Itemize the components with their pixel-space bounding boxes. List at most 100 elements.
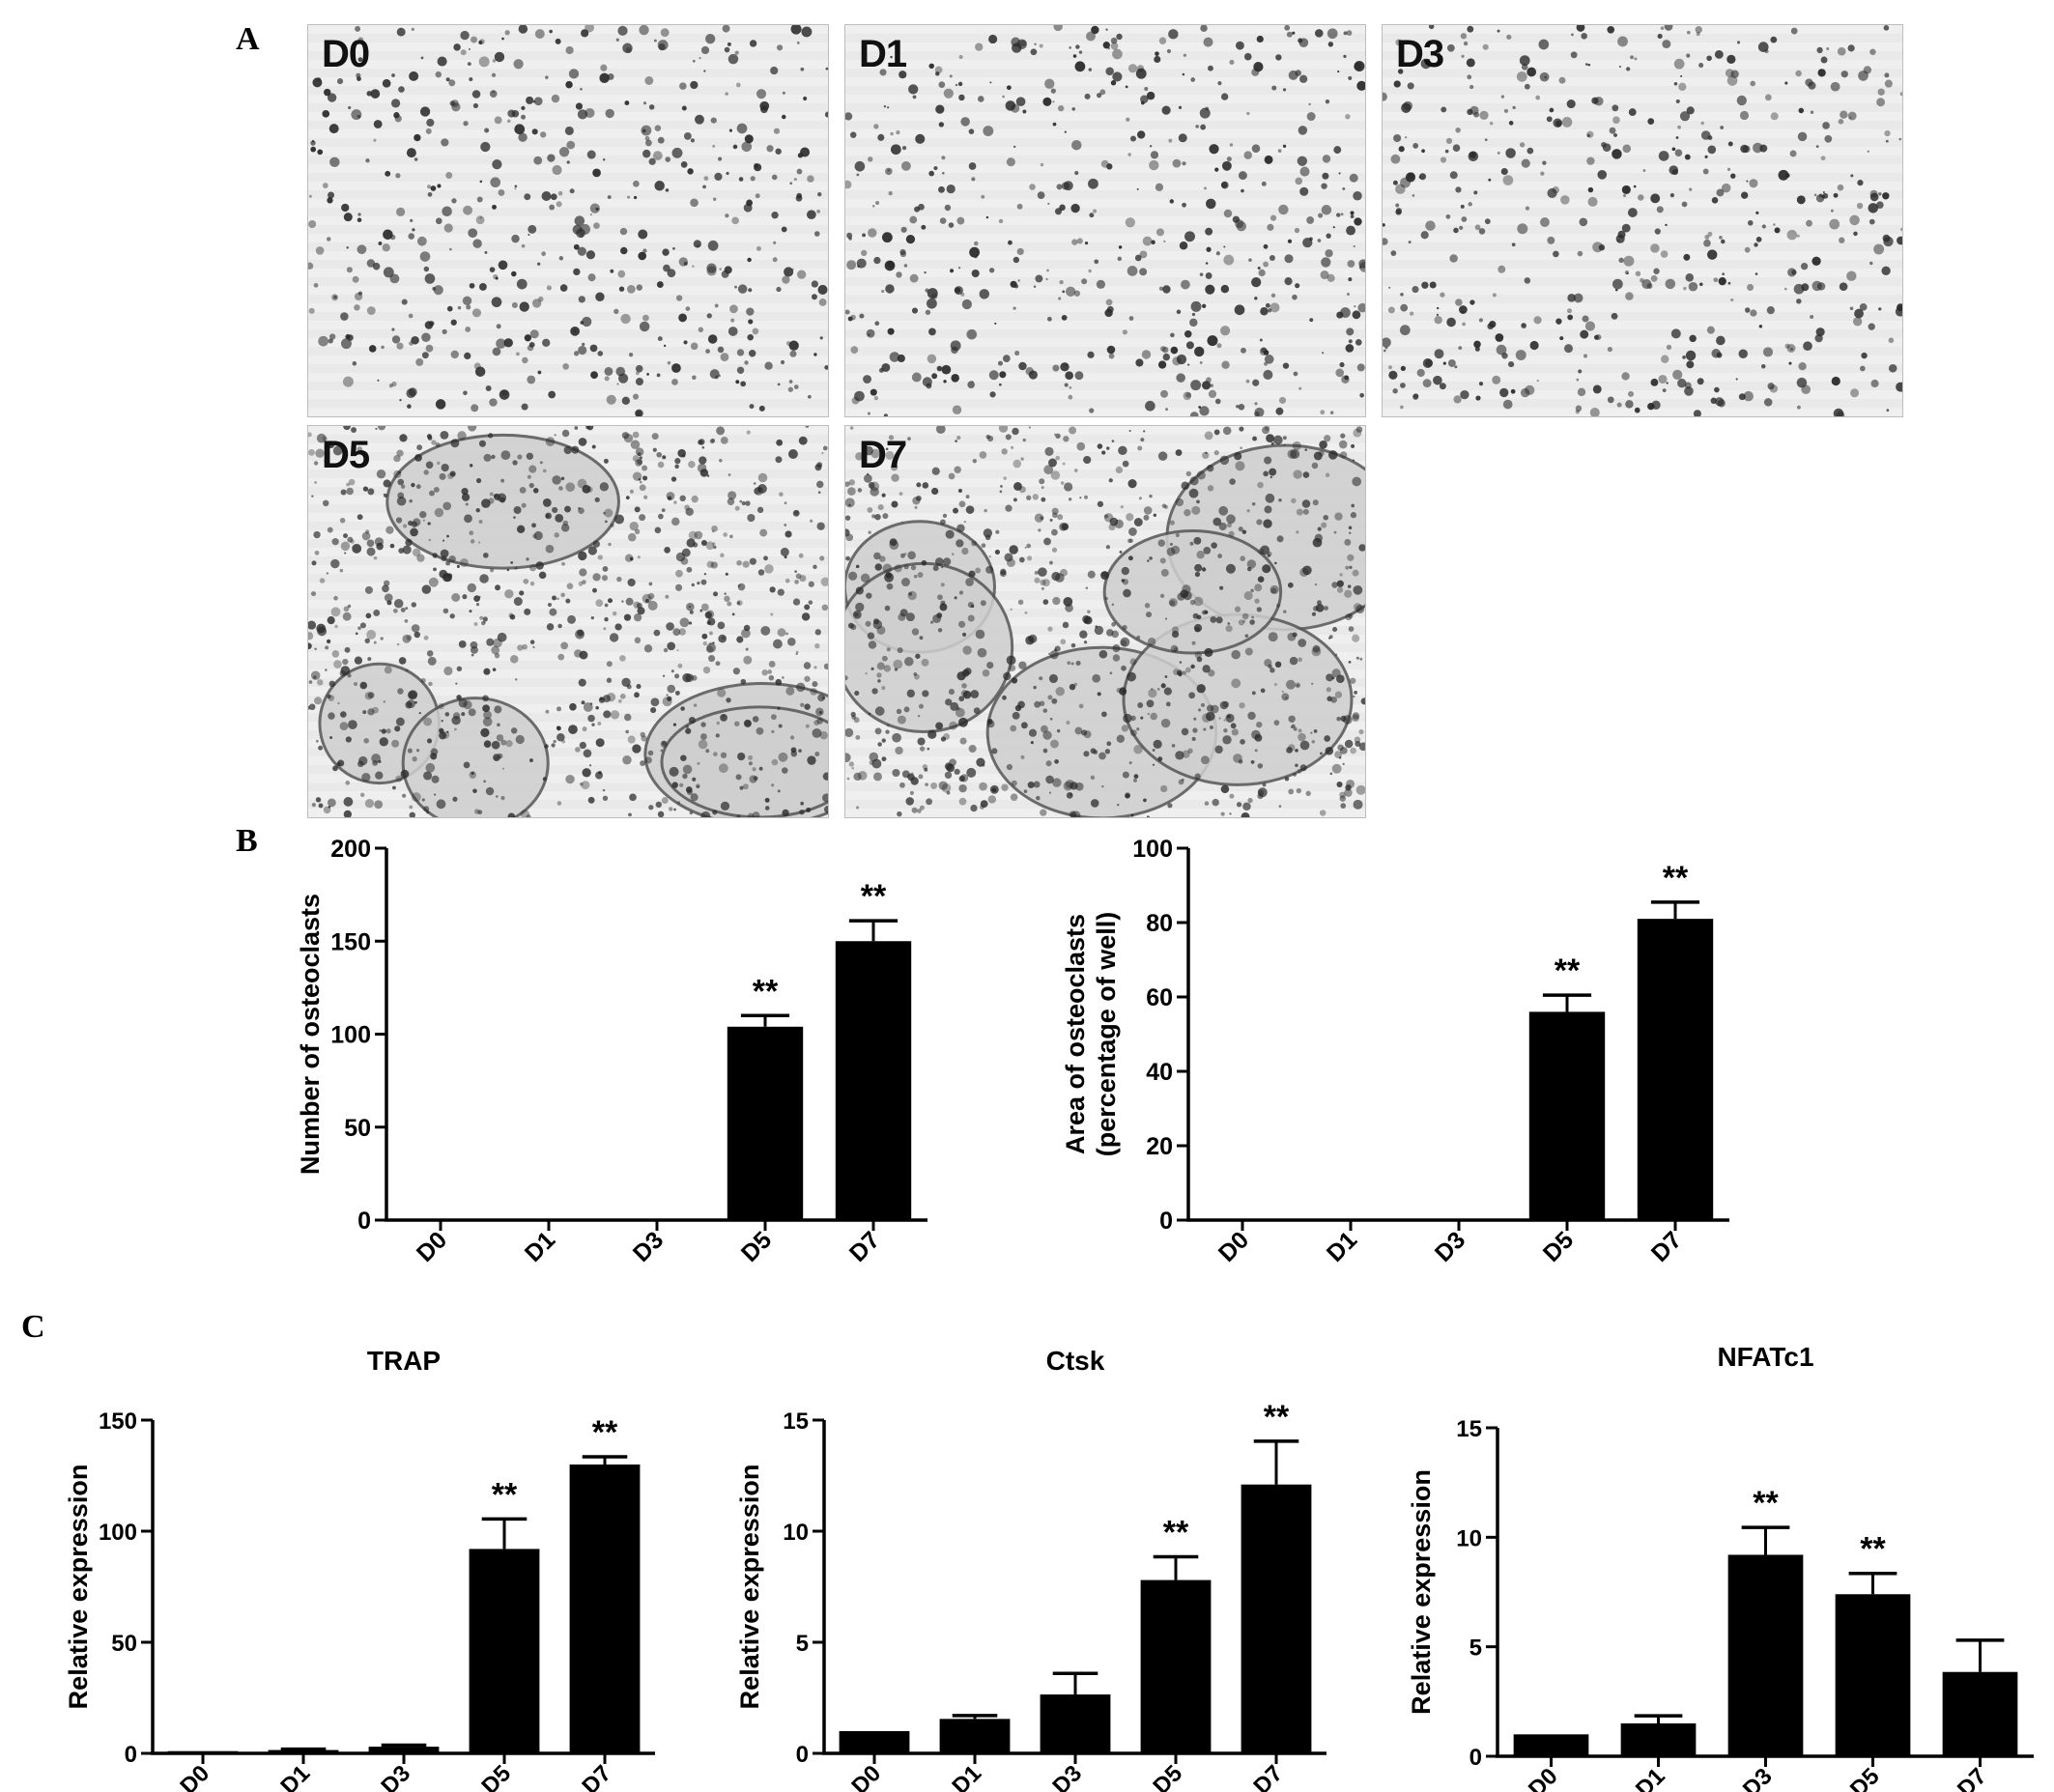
y-axis-label-line2: (percentage of well) (1092, 912, 1121, 1157)
x-tick-label: D1 (520, 1226, 560, 1266)
x-tick-label: D7 (844, 1226, 885, 1266)
bar (268, 1749, 339, 1753)
x-tick-label: D3 (1430, 1226, 1470, 1266)
y-tick-label: 0 (357, 1208, 371, 1235)
y-tick-label: 150 (99, 1408, 137, 1435)
chart-osteoclast-number: 0 50 100 150 200 Number of osteoclasts D0 D1 D3 *… (296, 836, 927, 1267)
significance-marker: ** (1663, 860, 1689, 896)
x-tick-label: D7 (1248, 1760, 1288, 1792)
chart-title: Ctsk (1046, 1346, 1105, 1376)
micrograph-label: D5 (322, 434, 370, 476)
bar (469, 1549, 540, 1753)
y-tick-label: 10 (783, 1520, 809, 1546)
y-tick-label: 10 (1456, 1525, 1482, 1551)
chart-title: NFATc1 (1717, 1343, 1813, 1372)
x-tick-label: D1 (1322, 1226, 1362, 1266)
x-tick-label: D0 (1524, 1763, 1563, 1792)
significance-marker: ** (1555, 953, 1581, 989)
panel-label-b: B (236, 823, 258, 859)
y-tick-label: 80 (1146, 910, 1173, 937)
x-tick-label: D0 (412, 1226, 452, 1266)
y-tick-label: 15 (783, 1408, 809, 1435)
y-tick-label: 60 (1146, 984, 1173, 1011)
micrograph-image (1383, 25, 1902, 416)
y-tick-label: 100 (99, 1520, 137, 1546)
x-tick-label: D5 (1148, 1760, 1187, 1792)
micrograph-label: D3 (1396, 33, 1444, 75)
x-tick-label: D0 (175, 1760, 214, 1792)
significance-marker: ** (753, 973, 779, 1010)
y-tick-label: 5 (1469, 1636, 1482, 1662)
bar (727, 1026, 804, 1220)
x-tick-label: D0 (846, 1760, 886, 1792)
bar (1942, 1671, 2018, 1756)
micrograph-label: D1 (859, 33, 907, 75)
chart-ctsk: Ctsk 0 5 10 15 Relative expression D0 D1 D3 ** D5 *… (735, 1346, 1327, 1792)
bar (1140, 1579, 1212, 1753)
micrograph-image (308, 426, 828, 817)
y-tick-label: 5 (796, 1631, 809, 1657)
x-tick-label: D3 (1738, 1763, 1778, 1792)
chart-title: TRAP (367, 1346, 441, 1376)
micrograph-d5: D5 (307, 425, 829, 818)
chart-osteoclast-area: 0 20 40 60 80 100 Area of osteoclasts (percenta… (1061, 836, 1729, 1267)
bar (1637, 919, 1714, 1220)
bar (939, 1719, 1011, 1753)
micrograph-image (845, 426, 1365, 817)
panel-label-a: A (236, 21, 260, 57)
bar (1835, 1594, 1911, 1756)
bar (1528, 1011, 1606, 1220)
significance-marker: ** (492, 1476, 518, 1513)
significance-marker: ** (1860, 1531, 1886, 1568)
x-tick-label: D7 (577, 1760, 616, 1792)
micrograph-d3: D3 (1382, 24, 1903, 417)
micrograph-d1: D1 (844, 24, 1366, 417)
x-tick-label: D7 (1646, 1226, 1687, 1266)
bar (1040, 1694, 1111, 1753)
bar (368, 1747, 440, 1753)
y-tick-label: 15 (1456, 1416, 1482, 1442)
x-tick-label: D5 (1845, 1763, 1885, 1792)
significance-marker: ** (1264, 1399, 1290, 1436)
significance-marker: ** (592, 1414, 618, 1451)
x-tick-label: D3 (1047, 1760, 1087, 1792)
x-tick-label: D5 (476, 1760, 516, 1792)
bar (835, 941, 912, 1220)
y-tick-label: 0 (1159, 1208, 1173, 1235)
bar (1620, 1723, 1697, 1756)
x-tick-label: D3 (376, 1760, 415, 1792)
y-tick-label: 40 (1146, 1059, 1173, 1086)
bar (1727, 1554, 1804, 1756)
y-tick-label: 0 (125, 1742, 137, 1768)
y-axis-label: Relative expression (64, 1465, 93, 1710)
y-tick-label: 20 (1146, 1133, 1173, 1160)
micrograph-image (845, 25, 1365, 416)
y-axis-label: Area of osteoclasts (1061, 914, 1090, 1154)
micrograph-label: D7 (859, 434, 907, 476)
y-axis-label: Relative expression (735, 1465, 764, 1710)
y-tick-label: 50 (344, 1115, 371, 1142)
x-tick-label: D5 (1538, 1226, 1579, 1266)
panel-label-c: C (21, 1309, 45, 1345)
bar (1241, 1484, 1312, 1753)
bar (569, 1465, 641, 1753)
x-tick-label: D7 (1953, 1763, 1992, 1792)
y-tick-label: 200 (330, 836, 371, 863)
x-tick-label: D1 (275, 1760, 315, 1792)
micrograph-label: D0 (322, 33, 370, 75)
y-tick-label: 0 (796, 1742, 809, 1768)
y-axis-label: Number of osteoclasts (296, 894, 325, 1175)
y-tick-label: 0 (1469, 1745, 1482, 1771)
y-axis-label: Relative expression (1407, 1469, 1436, 1715)
micrograph-d7: D7 (844, 425, 1366, 818)
y-tick-label: 100 (1132, 836, 1173, 863)
x-tick-label: D0 (1213, 1226, 1254, 1266)
significance-marker: ** (1163, 1514, 1189, 1550)
y-tick-label: 100 (330, 1022, 371, 1049)
y-tick-label: 150 (330, 928, 371, 955)
bar (167, 1750, 239, 1753)
x-tick-label: D5 (736, 1226, 777, 1266)
bar (839, 1731, 910, 1753)
x-tick-label: D1 (947, 1760, 986, 1792)
micrograph-image (308, 25, 828, 416)
